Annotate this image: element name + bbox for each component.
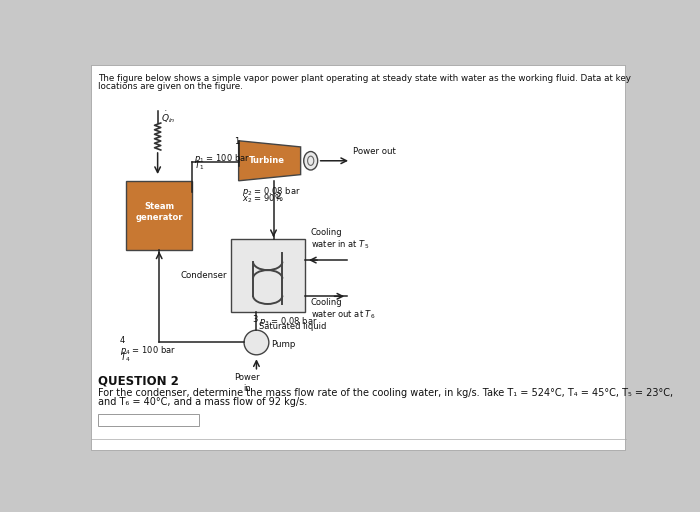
Text: Condenser: Condenser [181, 271, 227, 280]
Polygon shape [239, 141, 300, 181]
Text: Saturated liquid: Saturated liquid [259, 323, 326, 331]
Text: Cooling
water in at $T_5$: Cooling water in at $T_5$ [311, 227, 369, 251]
Text: $x_2$ = 90%: $x_2$ = 90% [242, 193, 284, 205]
Text: $p_4$ = 100 bar: $p_4$ = 100 bar [120, 344, 176, 357]
Ellipse shape [304, 152, 318, 170]
Text: Turbine: Turbine [248, 156, 284, 165]
Ellipse shape [307, 156, 314, 165]
Text: 4: 4 [120, 336, 125, 345]
Text: and T₆ = 40°C, and a mass flow of 92 kg/s.: and T₆ = 40°C, and a mass flow of 92 kg/… [98, 397, 307, 407]
Text: Cooling
water out at $T_6$: Cooling water out at $T_6$ [311, 298, 375, 321]
Text: 3: 3 [252, 315, 257, 324]
Text: $T_4$: $T_4$ [120, 352, 131, 364]
FancyBboxPatch shape [98, 414, 199, 426]
FancyBboxPatch shape [126, 181, 192, 250]
Text: Power out: Power out [353, 147, 396, 156]
FancyBboxPatch shape [92, 66, 624, 450]
Circle shape [244, 330, 269, 355]
Text: $\dot{Q}_{in}$: $\dot{Q}_{in}$ [161, 110, 175, 125]
Text: $p_3$ = 0.08 bar: $p_3$ = 0.08 bar [259, 315, 318, 328]
Text: QUESTION 2: QUESTION 2 [98, 374, 179, 387]
Text: $p_2$ = 0.08 bar: $p_2$ = 0.08 bar [242, 185, 302, 198]
Text: The figure below shows a simple vapor power plant operating at steady state with: The figure below shows a simple vapor po… [98, 74, 631, 83]
Text: $p_1$ = 100 bar: $p_1$ = 100 bar [194, 152, 250, 165]
Text: locations are given on the figure.: locations are given on the figure. [98, 82, 243, 91]
Text: $T_1$: $T_1$ [194, 160, 204, 173]
FancyBboxPatch shape [231, 239, 304, 312]
Text: 1: 1 [234, 137, 239, 146]
Text: Steam
generator: Steam generator [135, 202, 183, 222]
Text: 2: 2 [276, 193, 281, 201]
Text: Pump: Pump [271, 339, 295, 349]
Text: Power
in: Power in [234, 373, 260, 393]
Text: For the condenser, determine the mass flow rate of the cooling water, in kg/s. T: For the condenser, determine the mass fl… [98, 388, 673, 398]
